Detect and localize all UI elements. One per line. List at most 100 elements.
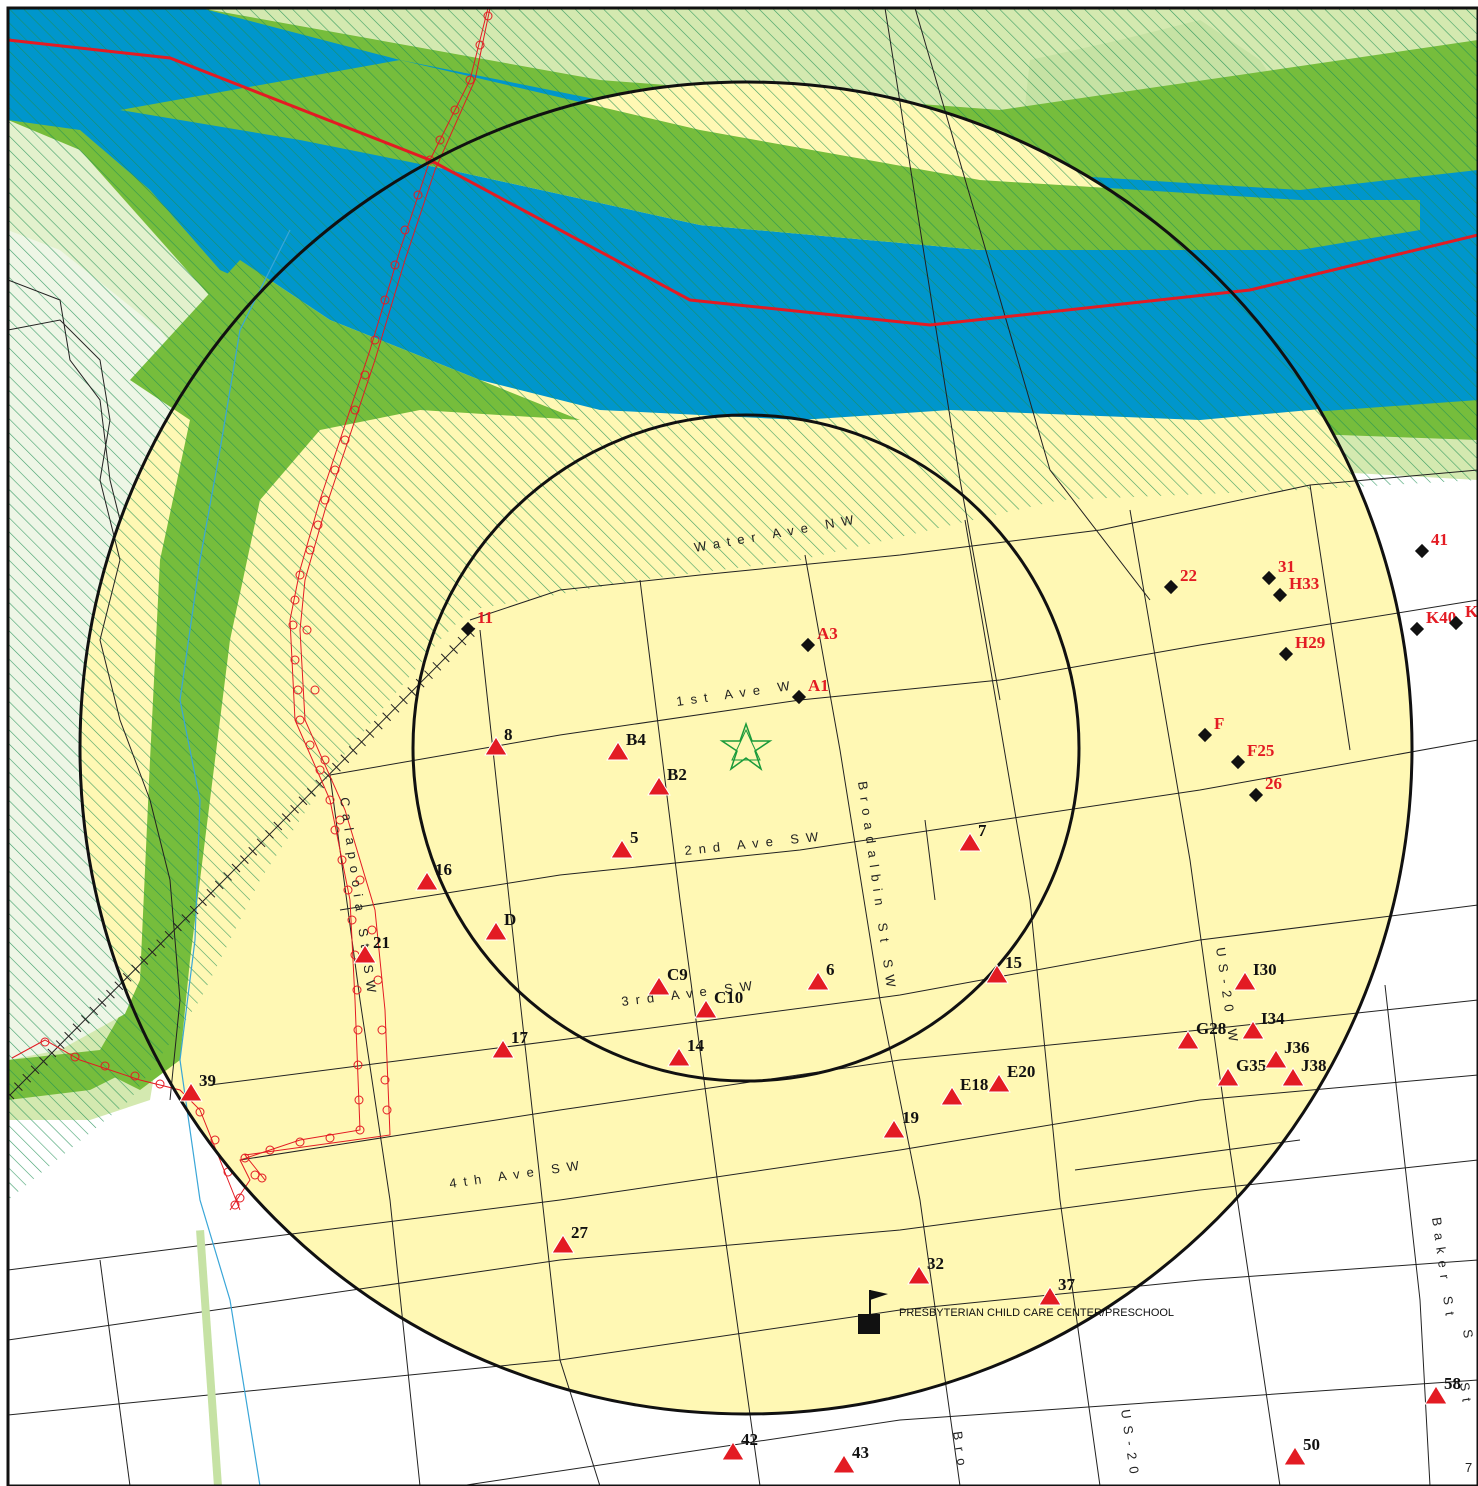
- railroad-tick: [231, 863, 241, 873]
- triangle-marker-label: 32: [927, 1254, 944, 1273]
- railroad-tick: [440, 653, 450, 663]
- triangle-marker: [1264, 1049, 1288, 1069]
- triangle-marker: [647, 776, 671, 796]
- pipeline-marker: [483, 11, 493, 21]
- pipeline-marker: [352, 985, 362, 995]
- triangle-marker-label: B4: [626, 730, 646, 749]
- triangle-marker-label: I30: [1253, 960, 1277, 979]
- pipeline-marker: [380, 295, 390, 305]
- pipeline-marker: [313, 520, 323, 530]
- pipeline-marker: [320, 495, 330, 505]
- triangle-marker-label: C10: [714, 988, 743, 1007]
- railroad-tick: [399, 695, 408, 705]
- diamond-marker-label: K40: [1426, 608, 1456, 627]
- diamond-marker-label: 31: [1278, 557, 1295, 576]
- railroad-tick: [357, 737, 366, 747]
- railroad-tick: [39, 1057, 48, 1066]
- triangle-marker: [1241, 1020, 1265, 1040]
- railroad-tick: [189, 905, 199, 915]
- triangle-marker-label: J36: [1284, 1038, 1310, 1057]
- pipeline-marker: [235, 1193, 245, 1203]
- triangle-marker: [415, 871, 439, 891]
- railroad-tick: [424, 670, 433, 680]
- pipeline-marker: [290, 655, 300, 665]
- pipeline-marker: [435, 135, 445, 145]
- map-frame: [6, 6, 1478, 1486]
- diamond-marker-label: K: [1465, 602, 1478, 621]
- triangle-marker-label: 58: [1444, 1374, 1461, 1393]
- diamond-marker: [1261, 570, 1277, 586]
- pipeline-marker: [340, 435, 350, 445]
- triangle-marker: [958, 832, 982, 852]
- pipeline-marker: [367, 925, 377, 935]
- diamond-marker-label: H29: [1295, 633, 1325, 652]
- flag-icon: [858, 1290, 888, 1334]
- pipeline-marker: [295, 1137, 305, 1147]
- railroad-tick: [156, 939, 166, 949]
- railroad-tick: [457, 636, 467, 646]
- diamond-marker-label: 26: [1265, 774, 1282, 793]
- triangle-marker: [551, 1234, 575, 1254]
- diamond-marker: [1278, 646, 1294, 662]
- pipeline-marker: [302, 625, 312, 635]
- pipeline-marker: [305, 740, 315, 750]
- railroad-tick: [55, 1040, 65, 1049]
- railroad-tick: [214, 880, 224, 890]
- railroad-tick: [223, 872, 232, 881]
- railroad-tick: [256, 838, 266, 848]
- triangle-marker-label: 43: [852, 1443, 869, 1462]
- railroad-tick: [432, 661, 442, 671]
- railroad-tick: [348, 746, 358, 755]
- railroad-tick: [240, 855, 249, 864]
- railroad-tick: [97, 998, 107, 1007]
- pipeline-marker: [330, 825, 340, 835]
- railroad-tick: [298, 796, 308, 806]
- pipeline-marker: [390, 260, 400, 270]
- poi-label: PRESBYTERIAN CHILD CARE CENTER/PRESCHOOL: [899, 1307, 1174, 1319]
- triangle-marker: [1176, 1030, 1200, 1050]
- triangle-marker: [606, 741, 630, 761]
- pipeline-marker: [40, 1037, 50, 1047]
- pipeline-marker: [413, 190, 423, 200]
- triangle-marker: [694, 999, 718, 1019]
- triangle-marker-label: J38: [1301, 1056, 1327, 1075]
- triangle-marker-label: 7: [978, 821, 987, 840]
- diamond-marker: [800, 637, 816, 653]
- pipeline-marker: [320, 755, 330, 765]
- pipeline-marker: [257, 1173, 267, 1183]
- outer-buffer-ring: [78, 80, 1414, 1416]
- pipeline-marker: [295, 570, 305, 580]
- pipeline-line: [244, 8, 491, 1181]
- pipeline-marker: [310, 685, 320, 695]
- diamond-marker-label: 11: [477, 608, 493, 627]
- railroad-tick: [281, 813, 291, 822]
- triangle-marker: [721, 1441, 745, 1461]
- pipeline-marker: [335, 815, 345, 825]
- triangle-marker-label: B2: [667, 765, 687, 784]
- pipeline-marker: [293, 685, 303, 695]
- pipeline-marker: [337, 855, 347, 865]
- pipeline-marker: [353, 1060, 363, 1070]
- triangle-marker: [610, 839, 634, 859]
- pipeline-marker: [350, 405, 360, 415]
- pipeline-marker: [315, 765, 325, 775]
- pipeline-marker: [465, 75, 475, 85]
- pipeline-line: [229, 8, 489, 1211]
- street-label-broadalbin-south: Bro: [950, 1430, 971, 1473]
- triangle-marker: [484, 736, 508, 756]
- triangle-marker-label: 39: [199, 1071, 216, 1090]
- railroad-tick: [365, 729, 375, 738]
- triangle-marker: [832, 1454, 856, 1474]
- triangle-marker: [1216, 1067, 1240, 1087]
- pipeline-marker: [370, 335, 380, 345]
- pipeline-marker: [382, 1105, 392, 1115]
- triangle-marker-label: D: [504, 910, 516, 929]
- railroad-tick: [181, 914, 191, 923]
- railroad-tick: [80, 1014, 90, 1024]
- railroad-tick: [14, 1082, 23, 1091]
- railroad-tick: [173, 922, 182, 932]
- railroad-tick: [89, 1006, 99, 1016]
- triangle-marker-label: 5: [630, 828, 639, 847]
- pipeline-marker: [353, 1025, 363, 1035]
- triangle-marker: [907, 1265, 931, 1285]
